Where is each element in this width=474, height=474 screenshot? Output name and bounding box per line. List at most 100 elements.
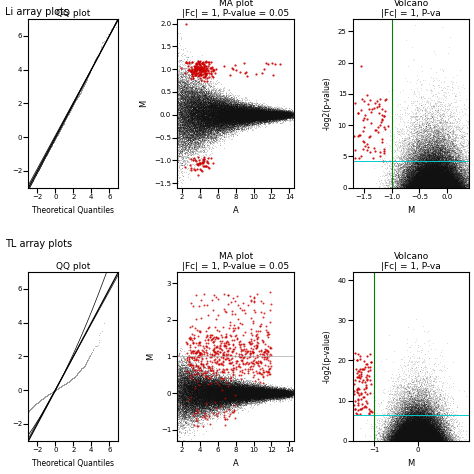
Point [403,178,411,186]
Point [259,387,266,395]
Point [438,435,445,442]
Point [382,430,390,438]
Point [269,390,277,398]
Point [233,104,240,111]
Point [402,160,410,167]
Point [231,379,238,386]
Point [219,123,227,131]
Point [60,118,68,126]
Point [437,150,444,158]
Point [412,176,420,184]
Point [228,109,236,117]
Point [209,306,216,314]
Point [194,112,202,119]
Point [189,401,197,409]
Point [445,181,452,188]
Point [218,391,225,399]
Point [416,434,424,441]
Point [415,137,422,144]
Point [229,110,237,118]
Point [198,392,206,400]
Point [443,166,451,174]
Point [192,124,200,131]
Point [424,433,431,441]
Point [447,182,454,190]
Point [438,174,445,182]
Point [416,433,423,441]
Point [213,96,221,103]
Point [264,112,272,120]
Point [402,430,410,438]
Point [416,155,423,163]
Point [420,171,428,179]
Point [410,427,418,434]
Point [432,183,440,191]
Point [269,392,277,400]
Point [221,109,228,117]
Point [402,437,410,445]
Point [194,383,202,390]
Point [421,180,429,187]
Point [212,392,219,400]
Point [437,169,445,176]
Point [220,102,228,110]
Point [434,183,441,191]
Point [413,178,421,186]
Point [418,172,425,179]
Point [415,436,422,444]
Point [436,435,444,442]
Point [410,435,418,443]
Point [412,428,420,436]
Point [204,385,212,393]
Point [246,109,254,117]
Point [261,116,268,123]
Point [437,181,444,188]
Point [244,388,252,396]
Point [428,431,436,438]
Point [210,377,218,384]
Point [225,394,233,402]
Point [256,106,264,113]
Point [185,118,193,126]
Point [445,173,452,181]
Point [428,172,436,180]
Point [424,437,432,444]
Point [206,386,214,393]
Point [402,418,410,426]
Point [183,81,191,88]
Point [450,177,457,185]
Point [406,182,413,189]
Point [193,120,201,128]
Point [431,401,438,408]
Point [405,434,413,442]
Point [29,176,37,183]
Point [52,134,60,141]
Point [249,108,256,115]
Point [230,389,238,397]
Point [441,147,448,155]
Point [198,379,205,387]
Point [405,435,412,442]
Point [208,105,216,112]
Point [190,384,198,392]
Point [226,116,234,123]
Point [209,390,216,398]
Point [251,109,258,117]
Point [410,138,418,146]
Point [417,429,425,437]
Point [254,387,261,395]
Point [211,100,219,107]
Point [423,436,430,444]
Point [425,437,432,445]
Point [428,175,436,182]
Point [242,383,250,391]
Point [393,430,401,438]
Point [433,179,441,187]
Point [400,420,407,428]
Point [426,176,433,183]
Point [426,436,434,444]
Point [216,118,224,125]
Point [220,397,228,404]
Point [198,82,206,90]
Point [439,172,447,180]
